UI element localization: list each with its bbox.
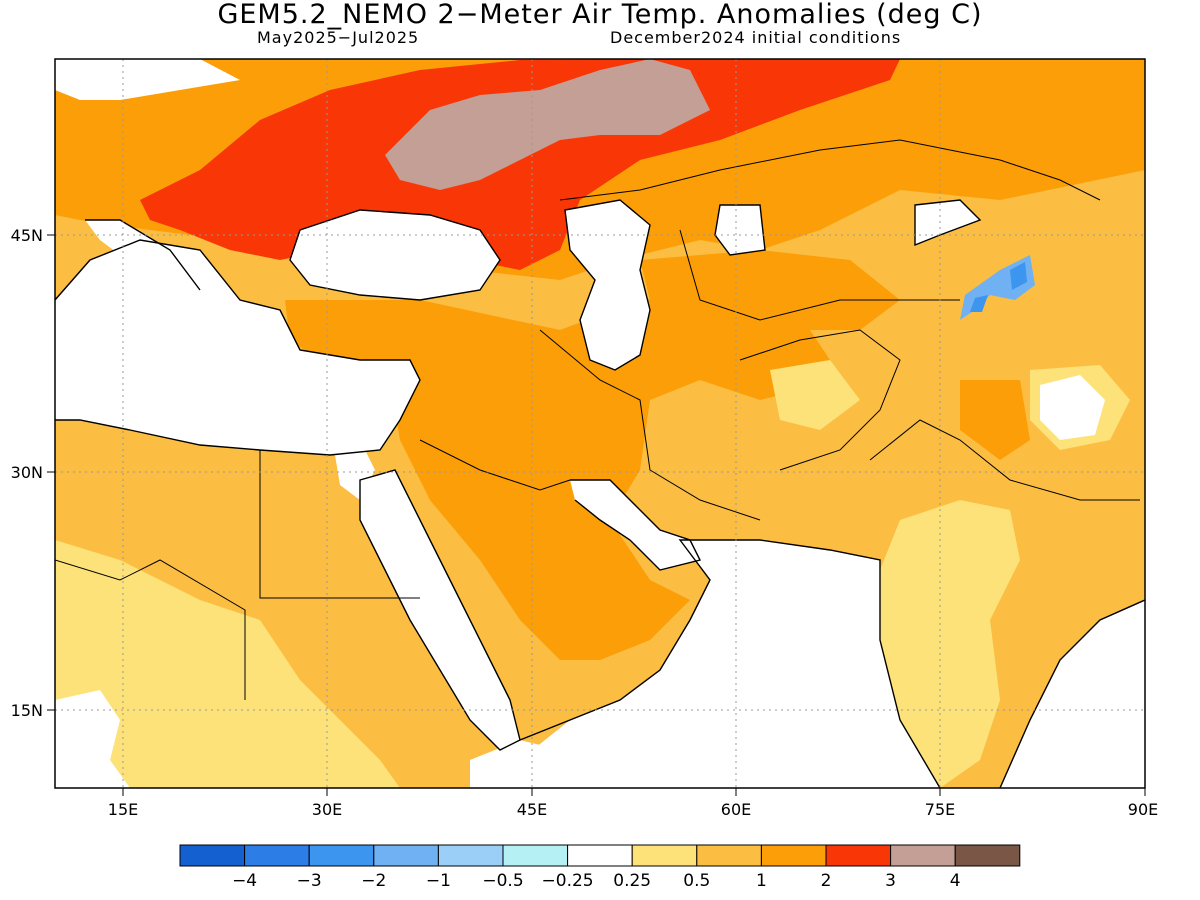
- lat-tick-labels: 45N 30N 15N: [11, 226, 43, 720]
- adriatic-sea: [85, 220, 200, 300]
- border-saudi: [419, 439, 571, 491]
- anomaly-region-1-2-central-asia: [640, 250, 900, 330]
- initial-conditions-label: December2024 initial conditions: [610, 28, 902, 47]
- colorbar-label: 4: [950, 871, 961, 891]
- arabian-sea: [510, 540, 940, 788]
- plot-frame: [54, 58, 1146, 789]
- coastline-red-sea: [359, 469, 521, 751]
- colorbar-swatch: [954, 844, 1021, 867]
- anomaly-region-0-25-0-5-afghanistan: [770, 360, 860, 430]
- colorbar-swatch: [244, 844, 310, 867]
- lon-label-30e: 30E: [312, 800, 342, 819]
- lat-label-45n: 45N: [11, 226, 43, 245]
- mask-east-africa: [55, 690, 130, 788]
- border-iran: [539, 329, 761, 521]
- lon-label-45e: 45E: [517, 800, 547, 819]
- coastlines-and-borders: [55, 139, 1145, 788]
- colorbar-label: −2: [361, 871, 386, 891]
- colorbar-swatch: [567, 844, 633, 867]
- caspian-sea: [565, 200, 650, 370]
- lake-balkhash: [915, 200, 980, 245]
- colorbar-label: 1: [756, 871, 767, 891]
- colorbar-swatch: [760, 844, 827, 867]
- red-sea: [360, 470, 520, 750]
- colorbar-label: −4: [232, 871, 257, 891]
- border-afghanistan: [739, 329, 901, 471]
- lat-label-30n: 30N: [11, 463, 43, 482]
- anomaly-field: [55, 59, 1145, 788]
- bay-of-bengal: [1000, 600, 1145, 788]
- lon-label-75e: 75E: [925, 800, 955, 819]
- colorbar-label: −3: [297, 871, 322, 891]
- colorbar-label: 2: [821, 871, 832, 891]
- colorbar-swatch: [825, 844, 892, 867]
- border-sahara: [55, 559, 246, 700]
- colorbar-swatch: [308, 844, 375, 867]
- anomaly-region-0-25-0-5-africa: [55, 540, 400, 788]
- anomaly-region-3-4: [385, 59, 710, 190]
- mask-north-europe: [55, 59, 240, 100]
- anomaly-region-1-2-arabia: [285, 290, 830, 660]
- lat-label-15n: 15N: [11, 701, 43, 720]
- colorbar: −4 −3 −2 −1 −0.5 −0.25 0.25 0.5 1 2 3 4: [179, 844, 1021, 891]
- map-title: GEM5.2_NEMO 2−Meter Air Temp. Anomalies …: [217, 0, 983, 30]
- season-label: May2025−Jul2025: [257, 28, 420, 47]
- colorbar-label: −1: [426, 871, 451, 891]
- anomaly-region-0-25-0-5-india: [870, 500, 1020, 788]
- aral-sea: [715, 205, 765, 255]
- colorbar-swatch: [696, 844, 762, 867]
- border-central-asia: [679, 229, 960, 321]
- anomaly-region-1-2-himalaya: [960, 380, 1030, 460]
- coastline-bay-of-bengal: [999, 599, 1145, 788]
- coastline-mediterranean: [55, 239, 421, 456]
- lon-label-15e: 15E: [108, 800, 138, 819]
- colorbar-swatch: [179, 844, 246, 867]
- colorbar-label: 3: [885, 871, 896, 891]
- lon-label-60e: 60E: [721, 800, 751, 819]
- colorbar-label: −0.5: [482, 871, 523, 891]
- coastline-aral: [714, 204, 766, 256]
- black-sea: [290, 210, 500, 300]
- gulf-of-aden: [470, 740, 640, 788]
- mediterranean-sea: [55, 240, 420, 455]
- mask-jordan-valley: [335, 440, 375, 500]
- tarim-basin-mask: [1040, 375, 1105, 440]
- border-kazakhstan: [559, 139, 1101, 201]
- coastline-black-sea: [289, 209, 501, 301]
- coastline-balkhash: [914, 199, 982, 247]
- colorbar-swatch: [373, 844, 439, 867]
- lon-tick-labels: 15E 30E 45E 60E 75E 90E: [108, 800, 1158, 819]
- persian-gulf: [570, 480, 700, 570]
- colorbar-label: 0.25: [613, 871, 651, 891]
- colorbar-swatch: [437, 844, 504, 867]
- anomaly-region-strong-negative: [970, 262, 1027, 312]
- colorbar-swatch: [631, 844, 698, 867]
- coastline-persian-gulf: [570, 479, 702, 571]
- colorbar-label: 0.5: [683, 871, 710, 891]
- colorbar-swatch: [890, 844, 956, 867]
- border-india: [869, 419, 1140, 501]
- border-egypt-libya: [259, 450, 420, 599]
- anomaly-region-2-3: [140, 59, 900, 270]
- coastline-arabian-sea: [519, 539, 941, 788]
- colorbar-swatch: [502, 844, 569, 867]
- lon-label-90e: 90E: [1128, 800, 1158, 819]
- graticule: [55, 59, 1145, 788]
- colorbar-label: −0.25: [542, 871, 594, 891]
- coastline-caspian: [564, 199, 651, 371]
- tick-marks: [47, 234, 1146, 796]
